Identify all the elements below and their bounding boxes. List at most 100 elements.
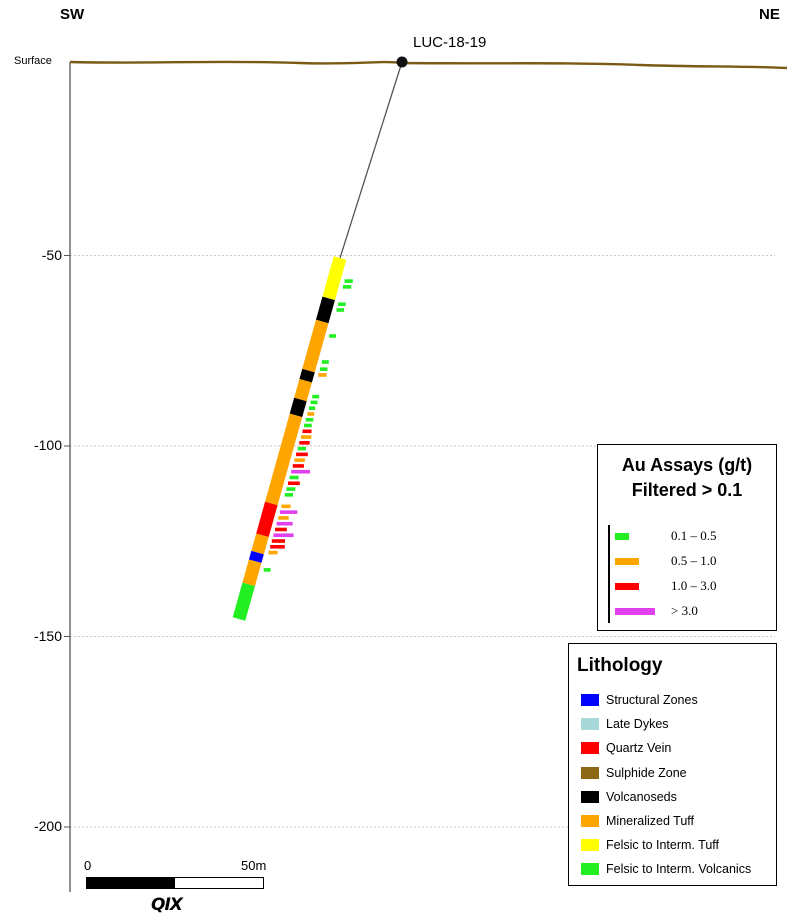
lithology-legend-item: Felsic to Interm. Volcanics [581,861,751,877]
assay-bar [297,446,306,451]
y-tick-label: -50 [41,247,62,263]
lithology-legend-item: Quartz Vein [581,740,671,756]
assay-legend-item: 0.5 – 1.0 [598,552,768,570]
lithology-interval [302,319,329,373]
assay-legend-swatch [615,532,629,540]
lithology-legend-label: Sulphide Zone [606,765,687,780]
lithology-legend-item: Volcanoseds [581,789,677,805]
assay-bar [296,452,308,457]
assay-legend-subtitle: Filtered > 0.1 [631,480,743,500]
y-tick-label: -200 [33,818,62,834]
drillhole-collar [396,56,408,68]
assay-bar [338,302,346,307]
assay-legend-swatch [615,557,639,565]
lithology-legend-swatch [581,815,599,827]
assay-bar [310,400,318,405]
direction-label-sw: SW [60,6,85,23]
assay-bar [275,527,287,532]
assay-bar [312,394,320,399]
lithology-legend-swatch [581,694,599,706]
scale-bar-end-label: 50m [241,858,267,873]
assay-legend: Au Assays (g/t) Filtered > 0.1 0.1 – 0.5… [597,444,777,631]
assay-legend-item: 1.0 – 3.0 [598,577,768,595]
assay-bar [300,435,312,439]
scale-bar-filled-segment [87,878,175,888]
assay-bar [286,487,296,491]
y-tick-label: -100 [33,437,62,453]
assay-bar [319,367,328,371]
assay-legend-title: Au Assays (g/t) [621,455,753,475]
assay-legend-swatch [615,582,639,590]
lithology-legend-swatch [581,839,599,852]
lithology-legend-label: Felsic to Interm. Volcanics [606,862,752,877]
lithology-legend-label: Late Dykes [606,717,669,732]
lithology-interval [299,368,315,383]
lithology-legend-swatch [581,718,599,731]
assay-bar [299,441,310,445]
lithology-interval [322,256,347,301]
elevation-gridlines [64,255,775,828]
assay-legend-label: 0.5 – 1.0 [671,553,717,568]
lithology-legend-swatch [581,863,599,876]
lithology-legend-label: Structural Zones [606,693,698,707]
lithology-interval [265,413,303,506]
assay-bar [321,360,329,364]
lithology-legend-label: Felsic to Interm. Tuff [606,838,720,853]
lithology-legend: Lithology Structural Zones Late Dykes Quar… [568,643,777,886]
lithology-legend-item: Felsic to Interm. Tuff [581,837,719,853]
assay-legend-item: 0.1 – 0.5 [598,527,768,545]
y-tick-label: -150 [33,628,62,644]
scale-bar [86,877,264,889]
assay-bar [307,412,315,416]
assay-legend-swatch [615,607,655,615]
assay-bar [268,550,278,555]
drillhole-name: LUC-18-19 [413,34,487,51]
lithology-interval [256,501,278,537]
lithology-interval [294,378,312,402]
assay-legend-item: > 3.0 [598,602,768,620]
assay-bar [308,406,316,410]
drillhole-trace [339,61,403,259]
direction-label-ne: NE [759,6,780,23]
assay-bar [336,308,345,312]
lithology-legend-swatch [581,742,599,755]
lithology-legend-item: Sulphide Zone [581,765,687,781]
lithology-interval [248,550,264,563]
assay-bar [278,516,289,520]
assay-bar [304,423,312,428]
assay-bar [305,417,314,422]
assay-bar [270,545,285,549]
lithology-interval [289,397,307,418]
assay-bar [287,481,300,486]
assay-bar [289,475,299,480]
assay-bar [329,334,337,338]
lithology-legend-item: Mineralized Tuff [581,813,694,829]
assay-legend-label: 1.0 – 3.0 [671,578,717,593]
company-logo: QIX [151,895,183,915]
assay-bar [291,469,311,474]
assay-bar [276,521,293,526]
lithology-legend-label: Mineralized Tuff [606,814,695,828]
drillhole-lithology [232,256,347,621]
assay-bar [271,539,286,543]
lithology-legend-swatch [581,790,599,803]
assay-bar [318,373,327,377]
assay-legend-divider [608,525,610,623]
assay-bar [281,504,291,509]
assay-bar [302,429,312,434]
assay-legend-label: > 3.0 [671,603,698,618]
lithology-legend-item: Late Dykes [581,716,669,732]
assay-legend-label: 0.1 – 0.5 [671,528,717,543]
assay-bar [263,568,271,572]
lithology-legend-label: Quartz Vein [606,741,672,756]
lithology-legend-item: Structural Zones [581,692,698,708]
lithology-legend-swatch [581,766,599,779]
assay-bar [279,510,298,514]
lithology-legend-label: Volcanoseds [606,789,677,804]
lithology-interval [232,582,255,621]
assay-bar [294,458,305,462]
lithology-interval [251,533,269,555]
topographic-surface-line [69,60,787,70]
assay-bar [284,493,294,497]
